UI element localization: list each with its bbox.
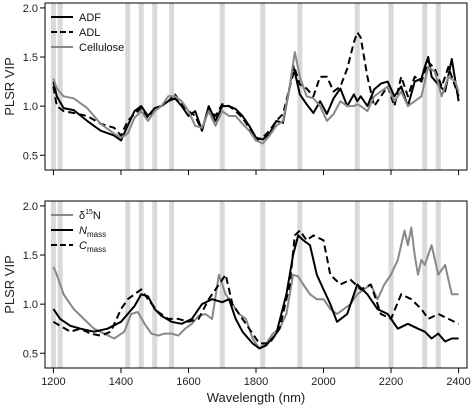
highlight-band	[169, 201, 175, 368]
y-tick-label: 1.5	[23, 250, 38, 262]
y-tick-label: 2.0	[23, 201, 38, 213]
series-line-0	[52, 226, 459, 350]
highlight-band	[297, 201, 303, 368]
highlight-band	[435, 201, 441, 368]
x-tick-label: 2200	[379, 376, 403, 388]
x-tick-label: 1400	[109, 376, 133, 388]
y-tick-label: 1.0	[23, 299, 38, 311]
highlight-band	[219, 3, 225, 170]
y-axis-title: PLSR VIP	[2, 57, 17, 116]
y-tick-label: 0.5	[23, 348, 38, 360]
y-tick-label: 1.0	[23, 101, 38, 113]
legend-label-2: Cmass	[79, 240, 106, 254]
x-axis-title: Wavelength (nm)	[207, 390, 306, 405]
highlight-band	[260, 3, 266, 170]
highlight-band	[354, 3, 360, 170]
x-tick-label: 1200	[41, 376, 65, 388]
series-line-2	[52, 51, 460, 145]
x-tick-label: 2000	[311, 376, 335, 388]
highlight-band	[422, 3, 428, 170]
highlight-band	[152, 201, 158, 368]
legend-label-2: Cellulose	[79, 42, 124, 54]
highlight-band	[125, 201, 131, 368]
series-line-0	[52, 56, 460, 142]
x-tick-label: 2400	[446, 376, 470, 388]
bottom-panel: 0.5 1.0 1.5 2.0 1200 1400 1600 1800 2000 2200 2400…	[2, 200, 471, 388]
highlight-band	[169, 3, 175, 170]
legend-label-0: ADF	[79, 12, 101, 24]
legend-label-1: Nmass	[79, 225, 106, 239]
top-panel: 0.5 1.0 1.5 2.0 PLSR VIP ADF ADL Cellulose	[2, 2, 468, 175]
y-tick-label: 0.5	[23, 150, 38, 162]
y-tick-label: 2.0	[23, 3, 38, 15]
y-tick-label: 1.5	[23, 52, 38, 64]
y-axis-title: PLSR VIP	[2, 255, 17, 314]
highlight-band	[152, 3, 158, 170]
highlight-band	[50, 201, 56, 368]
series-line-1	[52, 234, 459, 350]
highlight-band	[138, 201, 144, 368]
x-tick-label: 1800	[244, 376, 268, 388]
highlight-band	[422, 201, 428, 368]
series-line-2	[52, 229, 460, 345]
highlight-band	[57, 3, 63, 170]
highlight-band	[260, 201, 266, 368]
highlight-band	[297, 3, 303, 170]
highlight-band	[388, 3, 394, 170]
highlight-band	[125, 3, 131, 170]
highlight-band	[138, 3, 144, 170]
x-tick-label: 1600	[176, 376, 200, 388]
highlight-band	[388, 201, 394, 368]
legend-label-0: δ15N	[79, 209, 101, 222]
legend-label-1: ADL	[79, 27, 100, 39]
